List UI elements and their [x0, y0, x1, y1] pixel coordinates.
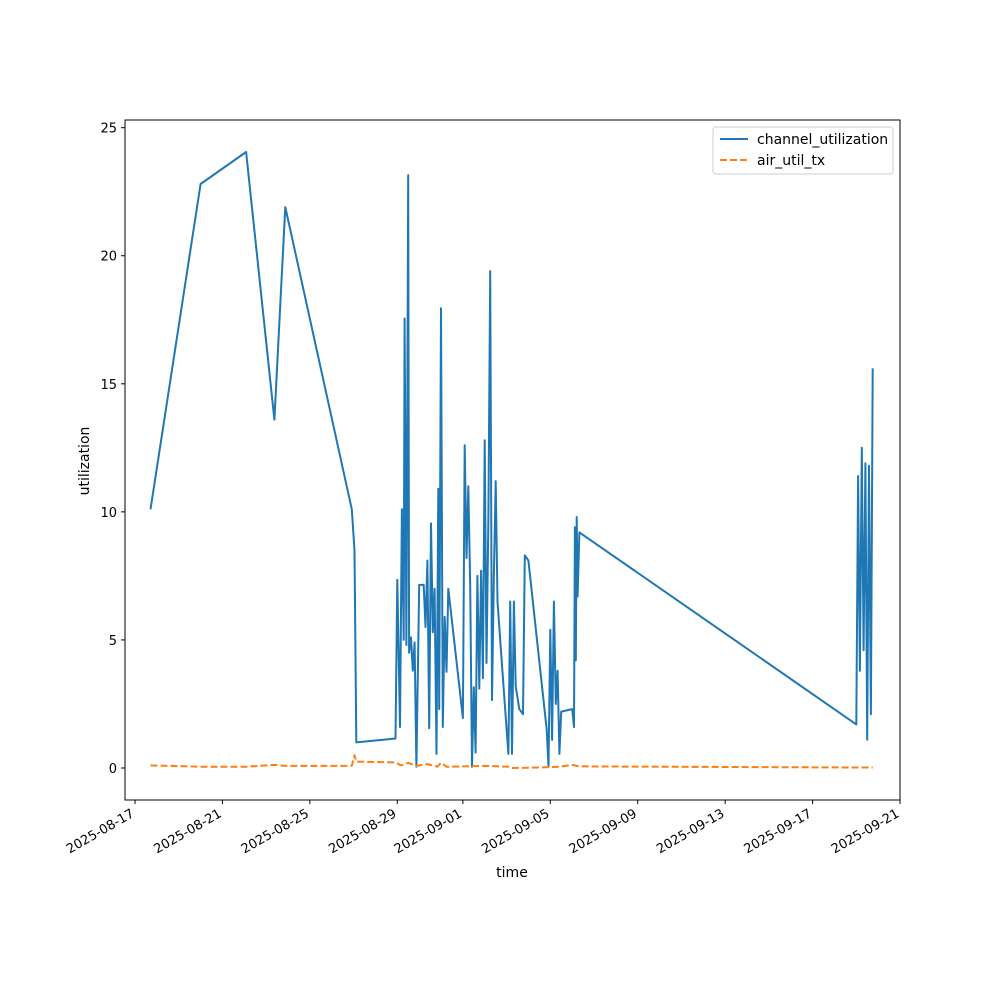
- legend: channel_utilization air_util_tx: [712, 126, 894, 175]
- y-tick-label: 20: [100, 250, 117, 265]
- y-tick-label: 0: [109, 762, 117, 777]
- legend-label-air-util-tx: air_util_tx: [757, 153, 825, 169]
- y-tick-label: 25: [100, 122, 117, 137]
- series-layer: [149, 151, 874, 769]
- legend-label-channel-utilization: channel_utilization: [757, 132, 888, 148]
- y-axis-label: utilization: [77, 427, 93, 496]
- plot-frame: [124, 119, 901, 801]
- x-axis-label: time: [496, 865, 528, 881]
- series-line-channel-utilization: [149, 151, 874, 768]
- legend-box: [712, 126, 894, 175]
- y-tick-label: 10: [100, 506, 117, 521]
- y-tick-label: 5: [109, 634, 117, 649]
- series-line-air-util-tx: [150, 754, 873, 769]
- y-axis: 0 5 10 15 20 25: [100, 122, 125, 777]
- y-tick-label: 15: [100, 378, 117, 393]
